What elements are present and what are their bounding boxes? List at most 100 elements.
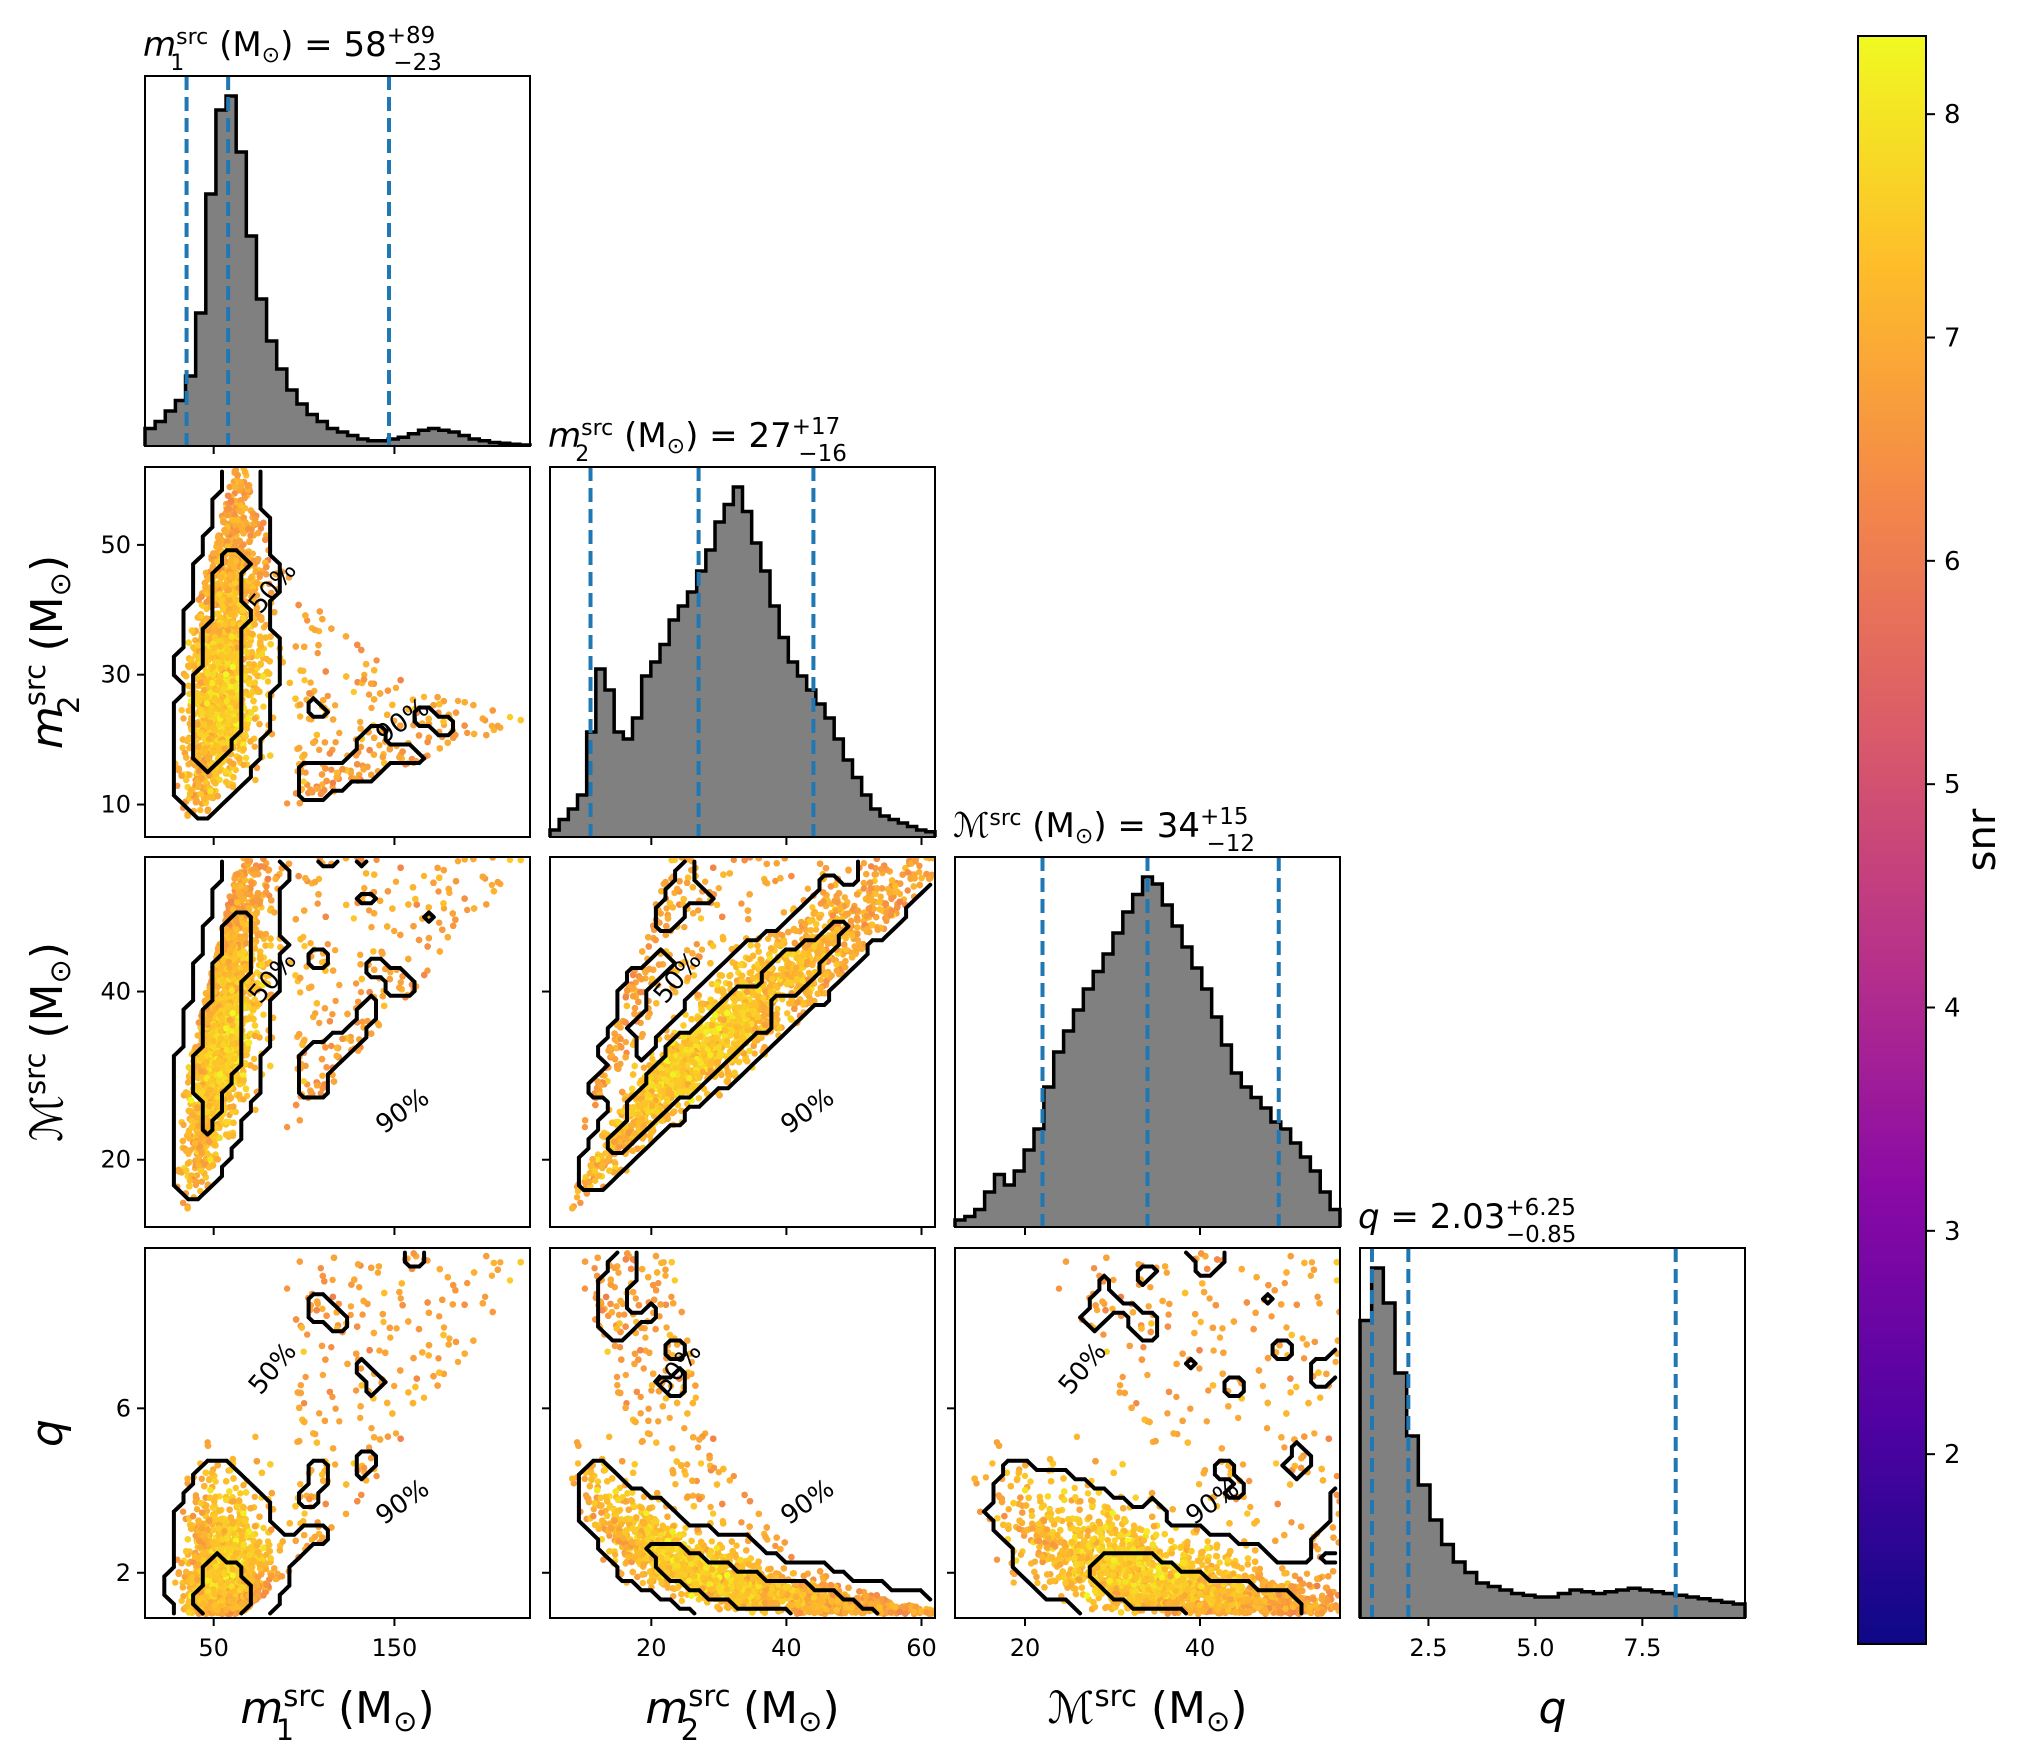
sample-point [251, 715, 259, 722]
panel-frame [954, 856, 1341, 1228]
sample-point [245, 641, 253, 649]
sample-point [214, 611, 221, 618]
sample-point [444, 739, 451, 746]
sample-point [470, 701, 477, 709]
sample-point [304, 617, 311, 624]
sample-point [197, 806, 204, 814]
title-minus: −23 [393, 50, 442, 76]
sample-point [182, 672, 190, 680]
sample-point [331, 702, 339, 709]
sample-point [301, 751, 308, 758]
sample-point [253, 652, 261, 660]
sample-point [268, 589, 275, 597]
sample-point [376, 742, 383, 749]
sample-point [221, 745, 228, 753]
sample-point [296, 744, 303, 752]
sample-point [260, 703, 267, 710]
hist-outline [1358, 1266, 1747, 1618]
sample-point [342, 633, 350, 640]
sample-point [396, 754, 403, 761]
sample-point [361, 671, 368, 678]
sample-point [365, 691, 373, 698]
sample-point [494, 722, 501, 730]
sample-point [251, 705, 259, 712]
sample-point [179, 744, 186, 751]
sample-point [262, 634, 269, 641]
sample-point [267, 752, 274, 759]
sample-point [195, 642, 202, 649]
sample-point [368, 704, 375, 712]
sample-point [490, 726, 498, 734]
sample-point [357, 718, 364, 726]
sample-point [420, 693, 428, 701]
sample-point [229, 783, 237, 791]
sample-point [319, 781, 326, 788]
sample-point [220, 606, 227, 613]
sample-point [242, 754, 250, 762]
sample-point [336, 729, 343, 737]
title-symbol: m [548, 416, 581, 456]
param-title: msrc 1 (M⊙) = 58+89 −23 [143, 23, 442, 76]
sample-point [316, 608, 323, 615]
sample-point [454, 697, 462, 705]
sample-point [368, 680, 375, 687]
sample-point [230, 774, 237, 781]
sample-point [195, 783, 202, 790]
sample-point [306, 690, 313, 697]
sample-point [366, 746, 373, 754]
sample-point [252, 776, 259, 784]
sample-point [301, 643, 308, 650]
sample-point [232, 604, 239, 611]
hist-panel-mc: ℳsrc (M⊙) = 34+15 −12 [953, 804, 1342, 1228]
sample-point [227, 683, 235, 690]
sample-point [180, 715, 187, 722]
sample-point [229, 620, 237, 627]
sample-point [240, 614, 247, 622]
sample-point [231, 511, 238, 518]
sample-point [237, 497, 244, 504]
sample-point [300, 778, 307, 785]
sample-point [272, 570, 279, 578]
sample-point [185, 707, 192, 714]
sample-point [311, 626, 319, 634]
sample-point [246, 680, 253, 688]
sample-point [489, 707, 496, 714]
sample-point [264, 678, 272, 685]
sample-point [313, 785, 321, 792]
sample-point [207, 788, 214, 795]
sample-point [343, 673, 350, 680]
sample-point [240, 761, 247, 769]
param-title: q = 2.03+6.25 −0.85 [1358, 1195, 1576, 1248]
sample-point [256, 571, 264, 578]
sample-point [339, 766, 346, 773]
sample-point [246, 538, 253, 545]
sample-point [186, 790, 194, 797]
sample-point [296, 800, 303, 807]
sample-point [245, 660, 253, 667]
sample-point [262, 571, 270, 578]
title-value: 27 [748, 416, 791, 456]
sample-point [197, 730, 204, 738]
sample-point [409, 696, 417, 703]
sample-point [208, 679, 216, 687]
sample-point [233, 707, 240, 714]
sample-point [316, 746, 323, 753]
sample-point [283, 800, 291, 807]
title-value: 2.03 [1430, 1197, 1506, 1237]
title-plus: +15 [1200, 804, 1249, 830]
sample-point [224, 492, 232, 499]
sample-point [226, 483, 233, 491]
sample-point [370, 751, 378, 758]
sample-point [204, 806, 212, 813]
hist-fill [550, 487, 935, 837]
title-sep: ) = [1093, 806, 1156, 846]
title-symbol: q [1358, 1197, 1380, 1237]
title-sep: = [1380, 1197, 1430, 1237]
sample-point [310, 739, 317, 746]
sample-point [254, 556, 262, 563]
sample-point [319, 615, 326, 623]
sample-point [210, 550, 217, 557]
title-minus: −12 [1207, 831, 1256, 857]
sample-point [250, 661, 257, 668]
